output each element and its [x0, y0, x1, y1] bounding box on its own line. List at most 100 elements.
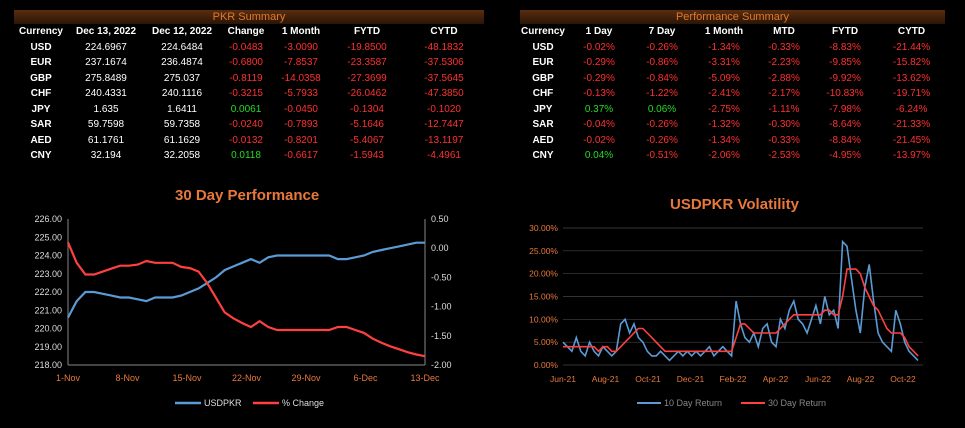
perf-value-cell: -0.26%	[646, 119, 678, 131]
performance-summary-table: Performance Summary Currency 1 Day 7 Day 1 …	[520, 10, 945, 164]
pkr-value-cell: 240.4331	[85, 88, 127, 100]
perf-value-cell: -0.84%	[646, 72, 678, 84]
pkr-value-cell: -19.8500	[347, 41, 387, 53]
pkr-value-cell: 240.1116	[161, 88, 203, 100]
pkr-value-cell: 61.1629	[163, 134, 201, 146]
perf-currency-cell: SAR	[532, 119, 554, 131]
perf-value-cell: -6.24%	[895, 103, 928, 115]
pkr-value-cell: -0.1020	[427, 103, 461, 115]
perf-value-cell: -19.71%	[892, 88, 931, 100]
perf-value-cell: -2.53%	[768, 150, 800, 162]
perf-value-cell: -1.34%	[708, 134, 740, 146]
perf-currency-cell: CNY	[532, 150, 554, 162]
pkr-value-cell: 275.037	[163, 72, 201, 84]
x-tick-label: Feb-22	[720, 374, 747, 384]
perf-col-header: Currency	[521, 26, 565, 38]
pkr-row: JPY 1.635 1.6411 0.0061 -0.0450 -0.1304 -0.102…	[14, 102, 484, 118]
pkr-value-cell: -5.1646	[350, 119, 384, 131]
pkr-value-cell: -7.8537	[284, 57, 318, 69]
perf-value-cell: -0.02%	[583, 41, 615, 53]
pkr-currency-cell: SAR	[30, 119, 52, 131]
pkr-value-cell: -37.5306	[424, 57, 464, 69]
perf-value-cell: -2.88%	[768, 72, 800, 84]
usdpkr-volatility-chart: 30.00% 25.00% 20.00% 15.00% 10.00% 5.00% 0.00%…	[529, 223, 923, 408]
y-right-tick-label: -0.50	[431, 272, 452, 282]
perf-col-header: CYTD	[897, 26, 926, 38]
perf-row: CNY 0.04% -0.51% -2.06% -2.53% -4.95% -13.97%	[520, 148, 945, 164]
thirty-day-performance-chart: 226.00 225.00 224.00 223.00 222.00 221.00 220.…	[34, 214, 452, 408]
perf-currency-cell: GBP	[532, 72, 554, 84]
x-tick-label: Jun-21	[550, 374, 576, 384]
pkr-value-cell: 224.6967	[85, 41, 127, 53]
perf-value-cell: -21.45%	[892, 134, 931, 146]
pkr-value-cell: 59.7598	[87, 119, 125, 131]
perf-value-cell: -4.95%	[829, 150, 861, 162]
y-tick-label: 25.00%	[529, 246, 558, 256]
perf-row: GBP -0.29% -0.84% -5.09% -2.88% -9.92% -13.62%	[520, 71, 945, 87]
perf-row: SAR -0.04% -0.26% -1.32% -0.30% -8.64% -21.33%	[520, 117, 945, 133]
perf-value-cell: -0.33%	[768, 41, 800, 53]
pkr-value-cell: 32.2058	[163, 150, 201, 162]
perf-value-cell: -0.02%	[583, 134, 615, 146]
y-right-tick-label: -1.00	[431, 302, 452, 312]
perf-value-cell: -0.13%	[583, 88, 615, 100]
pkr-value-cell: -13.1197	[424, 134, 464, 146]
x-tick-label: Oct-21	[635, 374, 661, 384]
x-tick-label: Jun-22	[805, 374, 831, 384]
perf-value-cell: -1.11%	[768, 103, 800, 115]
pkr-row: EUR 237.1674 236.4874 -0.6800 -7.8537 -23.358…	[14, 55, 484, 71]
perf-value-cell: -13.62%	[892, 72, 931, 84]
pkr-currency-cell: CHF	[30, 88, 52, 100]
pkr-value-cell: 1.635	[93, 103, 119, 115]
y-tick-label: 10.00%	[529, 314, 558, 324]
pkr-col-header: 1 Month	[281, 26, 321, 38]
pkr-currency-cell: GBP	[30, 72, 52, 84]
perf-value-cell: -2.23%	[768, 57, 800, 69]
pct-change-series-line	[66, 241, 426, 358]
y-tick-label: 15.00%	[529, 292, 558, 302]
perf-col-header: FYTD	[831, 26, 859, 38]
pkr-value-cell: -0.6800	[229, 57, 263, 69]
usdpkr-series-line	[67, 241, 425, 319]
perf-currency-cell: JPY	[533, 103, 553, 115]
ten-day-return-line	[562, 239, 919, 362]
perf-value-cell: -10.83%	[826, 88, 864, 100]
pkr-value-cell: -48.1832	[424, 41, 464, 53]
perf-currency-cell: CHF	[532, 88, 554, 100]
pkr-value-cell: -47.3850	[424, 88, 464, 100]
pkr-value-cell: -5.4067	[350, 134, 384, 146]
pkr-col-header: Dec 12, 2022	[151, 26, 213, 38]
x-tick-label: 8-Nov	[115, 373, 140, 383]
pkr-col-header: FYTD	[353, 26, 381, 38]
y-tick-label: 5.00%	[534, 337, 559, 347]
pkr-currency-cell: EUR	[30, 57, 52, 69]
y-right-tick-label: 0.50	[431, 214, 449, 224]
pkr-value-cell: 224.6484	[161, 41, 203, 53]
x-tick-label: Dec-21	[677, 374, 705, 384]
perf-value-cell: -2.06%	[708, 150, 740, 162]
pkr-value-cell: -0.8201	[284, 134, 318, 146]
pkr-header-row: Currency Dec 13, 2022 Dec 12, 2022 Change 1 …	[14, 24, 484, 40]
perf-row: AED -0.02% -0.26% -1.34% -0.33% -8.84% -21.45%	[520, 133, 945, 149]
y-tick-label: 20.00%	[529, 269, 558, 279]
x-tick-label: Aug-22	[847, 374, 875, 384]
pkr-value-cell: -0.0483	[229, 41, 263, 53]
perf-value-cell: -0.30%	[768, 119, 800, 131]
perf-currency-cell: EUR	[532, 57, 554, 69]
legend-label: 10 Day Return	[664, 398, 722, 408]
pkr-currency-cell: AED	[30, 134, 52, 146]
pkr-value-cell: 275.8489	[85, 72, 127, 84]
perf-value-cell: -13.97%	[892, 150, 931, 162]
pkr-col-header: CYTD	[430, 26, 458, 38]
pkr-value-cell: 59.7358	[163, 119, 201, 131]
perf-value-cell: -5.09%	[708, 72, 740, 84]
pkr-value-cell: -27.3699	[347, 72, 387, 84]
x-tick-label: Oct-22	[890, 374, 916, 384]
legend-label: USDPKR	[204, 398, 242, 408]
y-right-tick-label: 0.00	[431, 243, 449, 253]
chart1-title: 30 Day Performance	[175, 187, 320, 204]
y-left-tick-label: 219.00	[34, 342, 62, 352]
perf-value-cell: -9.92%	[829, 72, 861, 84]
perf-value-cell: 0.37%	[584, 103, 614, 115]
perf-value-cell: -3.31%	[708, 57, 740, 69]
